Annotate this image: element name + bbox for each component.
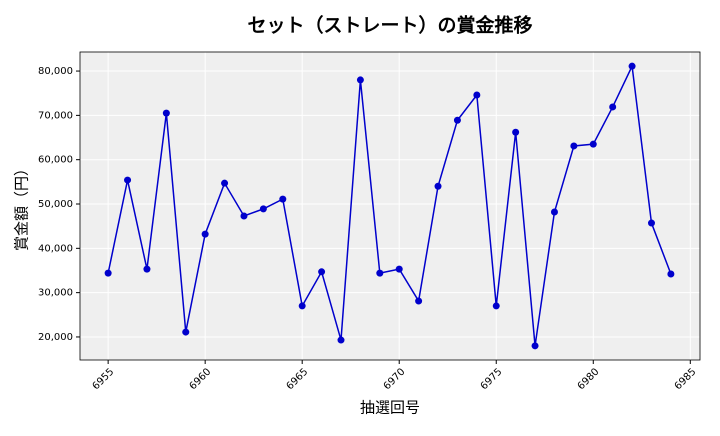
data-point <box>376 269 384 277</box>
y-tick-label: 70,000 <box>38 110 73 121</box>
x-tick-label: 6965 <box>285 366 311 392</box>
y-axis-label: 賞金額（円） <box>13 161 31 251</box>
data-point <box>647 219 655 227</box>
data-point <box>667 270 675 278</box>
y-tick-label: 40,000 <box>38 243 73 254</box>
y-tick-label: 60,000 <box>38 155 73 166</box>
data-point <box>259 205 267 213</box>
plot-area <box>80 52 700 360</box>
data-point <box>609 103 617 111</box>
chart-title: セット（ストレート）の賞金推移 <box>247 14 532 37</box>
data-point <box>279 195 287 203</box>
data-point <box>124 176 132 184</box>
data-point <box>162 109 170 117</box>
y-tick-label: 50,000 <box>38 199 73 210</box>
data-point <box>531 342 539 350</box>
data-point <box>570 142 578 150</box>
data-point <box>298 302 306 310</box>
data-point <box>104 269 112 277</box>
data-point <box>512 128 520 136</box>
data-point <box>628 62 636 70</box>
data-point <box>240 212 248 220</box>
y-tick-label: 20,000 <box>38 332 73 343</box>
x-tick-label: 6980 <box>576 366 602 392</box>
data-point <box>221 179 229 187</box>
x-tick-label: 6960 <box>188 366 214 392</box>
y-tick-label: 30,000 <box>38 288 73 299</box>
x-tick-label: 6955 <box>91 366 117 392</box>
data-point <box>453 116 461 124</box>
data-point <box>395 265 403 273</box>
y-tick-label: 80,000 <box>38 66 73 77</box>
data-point <box>473 91 481 99</box>
x-tick-label: 6970 <box>382 366 408 392</box>
plot-frame <box>79 51 701 361</box>
data-point <box>415 297 423 305</box>
data-point <box>589 140 597 148</box>
data-point <box>434 182 442 190</box>
x-tick-label: 6975 <box>479 366 505 392</box>
data-point <box>143 265 151 273</box>
data-point <box>182 328 190 336</box>
x-tick-label: 6985 <box>673 366 699 392</box>
data-point <box>492 302 500 310</box>
data-point <box>318 268 326 276</box>
data-point <box>356 76 364 84</box>
data-point <box>550 208 558 216</box>
data-point <box>201 230 209 238</box>
data-point <box>337 336 345 344</box>
x-axis-label: 抽選回号 <box>360 399 420 417</box>
